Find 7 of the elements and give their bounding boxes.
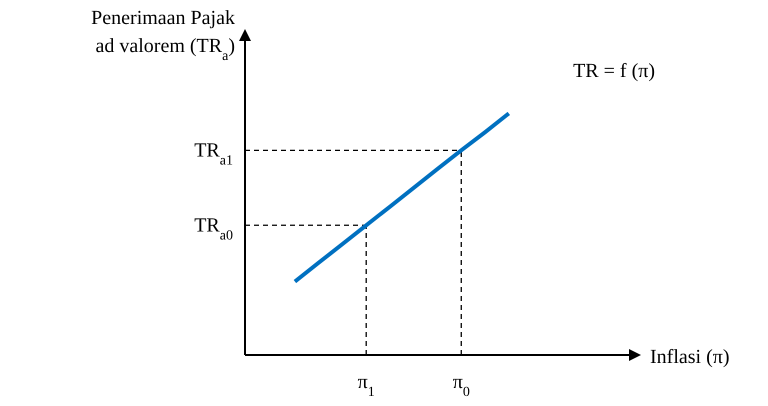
ref-line-label: TR$_{a0}$ [194,214,233,243]
text: TR = f (π) [573,60,655,82]
x-tick-label: π$_{0}$ [452,371,470,400]
x-axis-title: Inflasi (π) [650,346,730,368]
ref-line-label: TR$_{a1}$ [194,139,233,168]
y-axis-title: Penerimaan Pajak ad valorem (TR$_{a}$) [91,7,235,64]
x-tick-label: π$_{1}$ [358,371,375,400]
